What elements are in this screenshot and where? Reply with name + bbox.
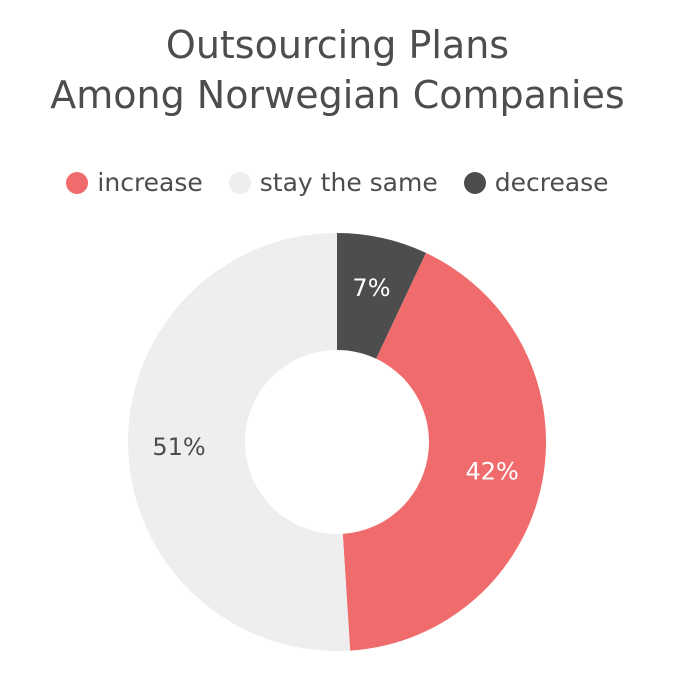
slice-decrease: [337, 233, 426, 359]
legend-item-stay-the-same: stay the same: [228, 168, 438, 197]
legend-item-decrease: decrease: [463, 168, 609, 197]
slice-label-decrease: 7%: [352, 274, 390, 302]
donut-labels: 7% 42% 51%: [152, 274, 518, 486]
chart-title-line-2: Among Norwegian Companies: [50, 73, 625, 117]
slice-stay-the-same: [127, 233, 351, 651]
donut-slices: [127, 233, 546, 651]
legend-label-increase: increase: [97, 168, 203, 197]
chart-title-line-1: Outsourcing Plans: [165, 23, 510, 67]
slice-label-increase: 42%: [466, 458, 519, 486]
legend-item-increase: increase: [66, 168, 203, 197]
legend-swatch-stay-the-same: [228, 171, 251, 194]
legend-label-stay-the-same: stay the same: [259, 168, 438, 197]
chart-legend: increase stay the same decrease: [0, 168, 675, 197]
slice-increase: [342, 252, 546, 651]
legend-label-decrease: decrease: [494, 168, 609, 197]
legend-swatch-increase: [66, 171, 89, 194]
chart-title: Outsourcing Plans Among Norwegian Compan…: [0, 20, 675, 120]
legend-swatch-decrease: [463, 171, 486, 194]
slice-label-stay-the-same: 51%: [152, 433, 205, 461]
